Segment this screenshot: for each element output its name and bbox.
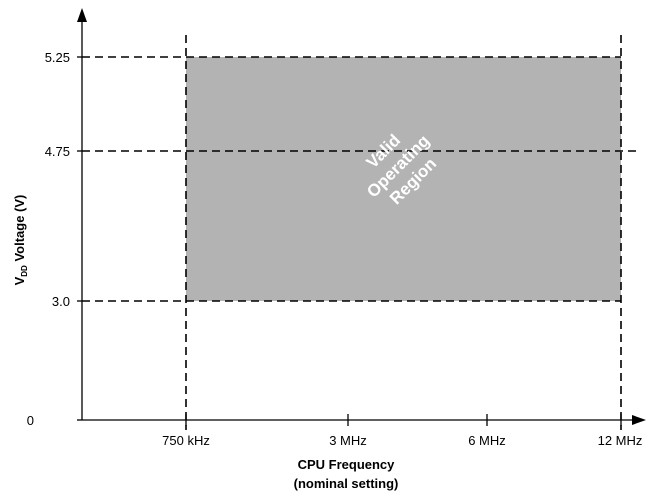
y-tick-label: 3.0 (52, 294, 70, 309)
x-tick-label: 3 MHz (329, 433, 367, 448)
y-tick-label: 0 (27, 413, 34, 428)
x-tick-label: 12 MHz (598, 433, 643, 448)
y-axis-arrow-icon (77, 8, 87, 22)
x-axis-subtitle: (nominal setting) (294, 476, 399, 491)
x-axis-arrow-icon (632, 415, 646, 425)
x-axis-title: CPU Frequency (298, 457, 396, 472)
y-axis-title: VDD Voltage (V) (12, 195, 29, 286)
y-tick-label: 4.75 (45, 144, 70, 159)
x-tick-label: 750 kHz (162, 433, 210, 448)
y-tick-label: 5.25 (45, 50, 70, 65)
x-tick-label: 6 MHz (468, 433, 506, 448)
valid-operating-region (186, 57, 621, 301)
